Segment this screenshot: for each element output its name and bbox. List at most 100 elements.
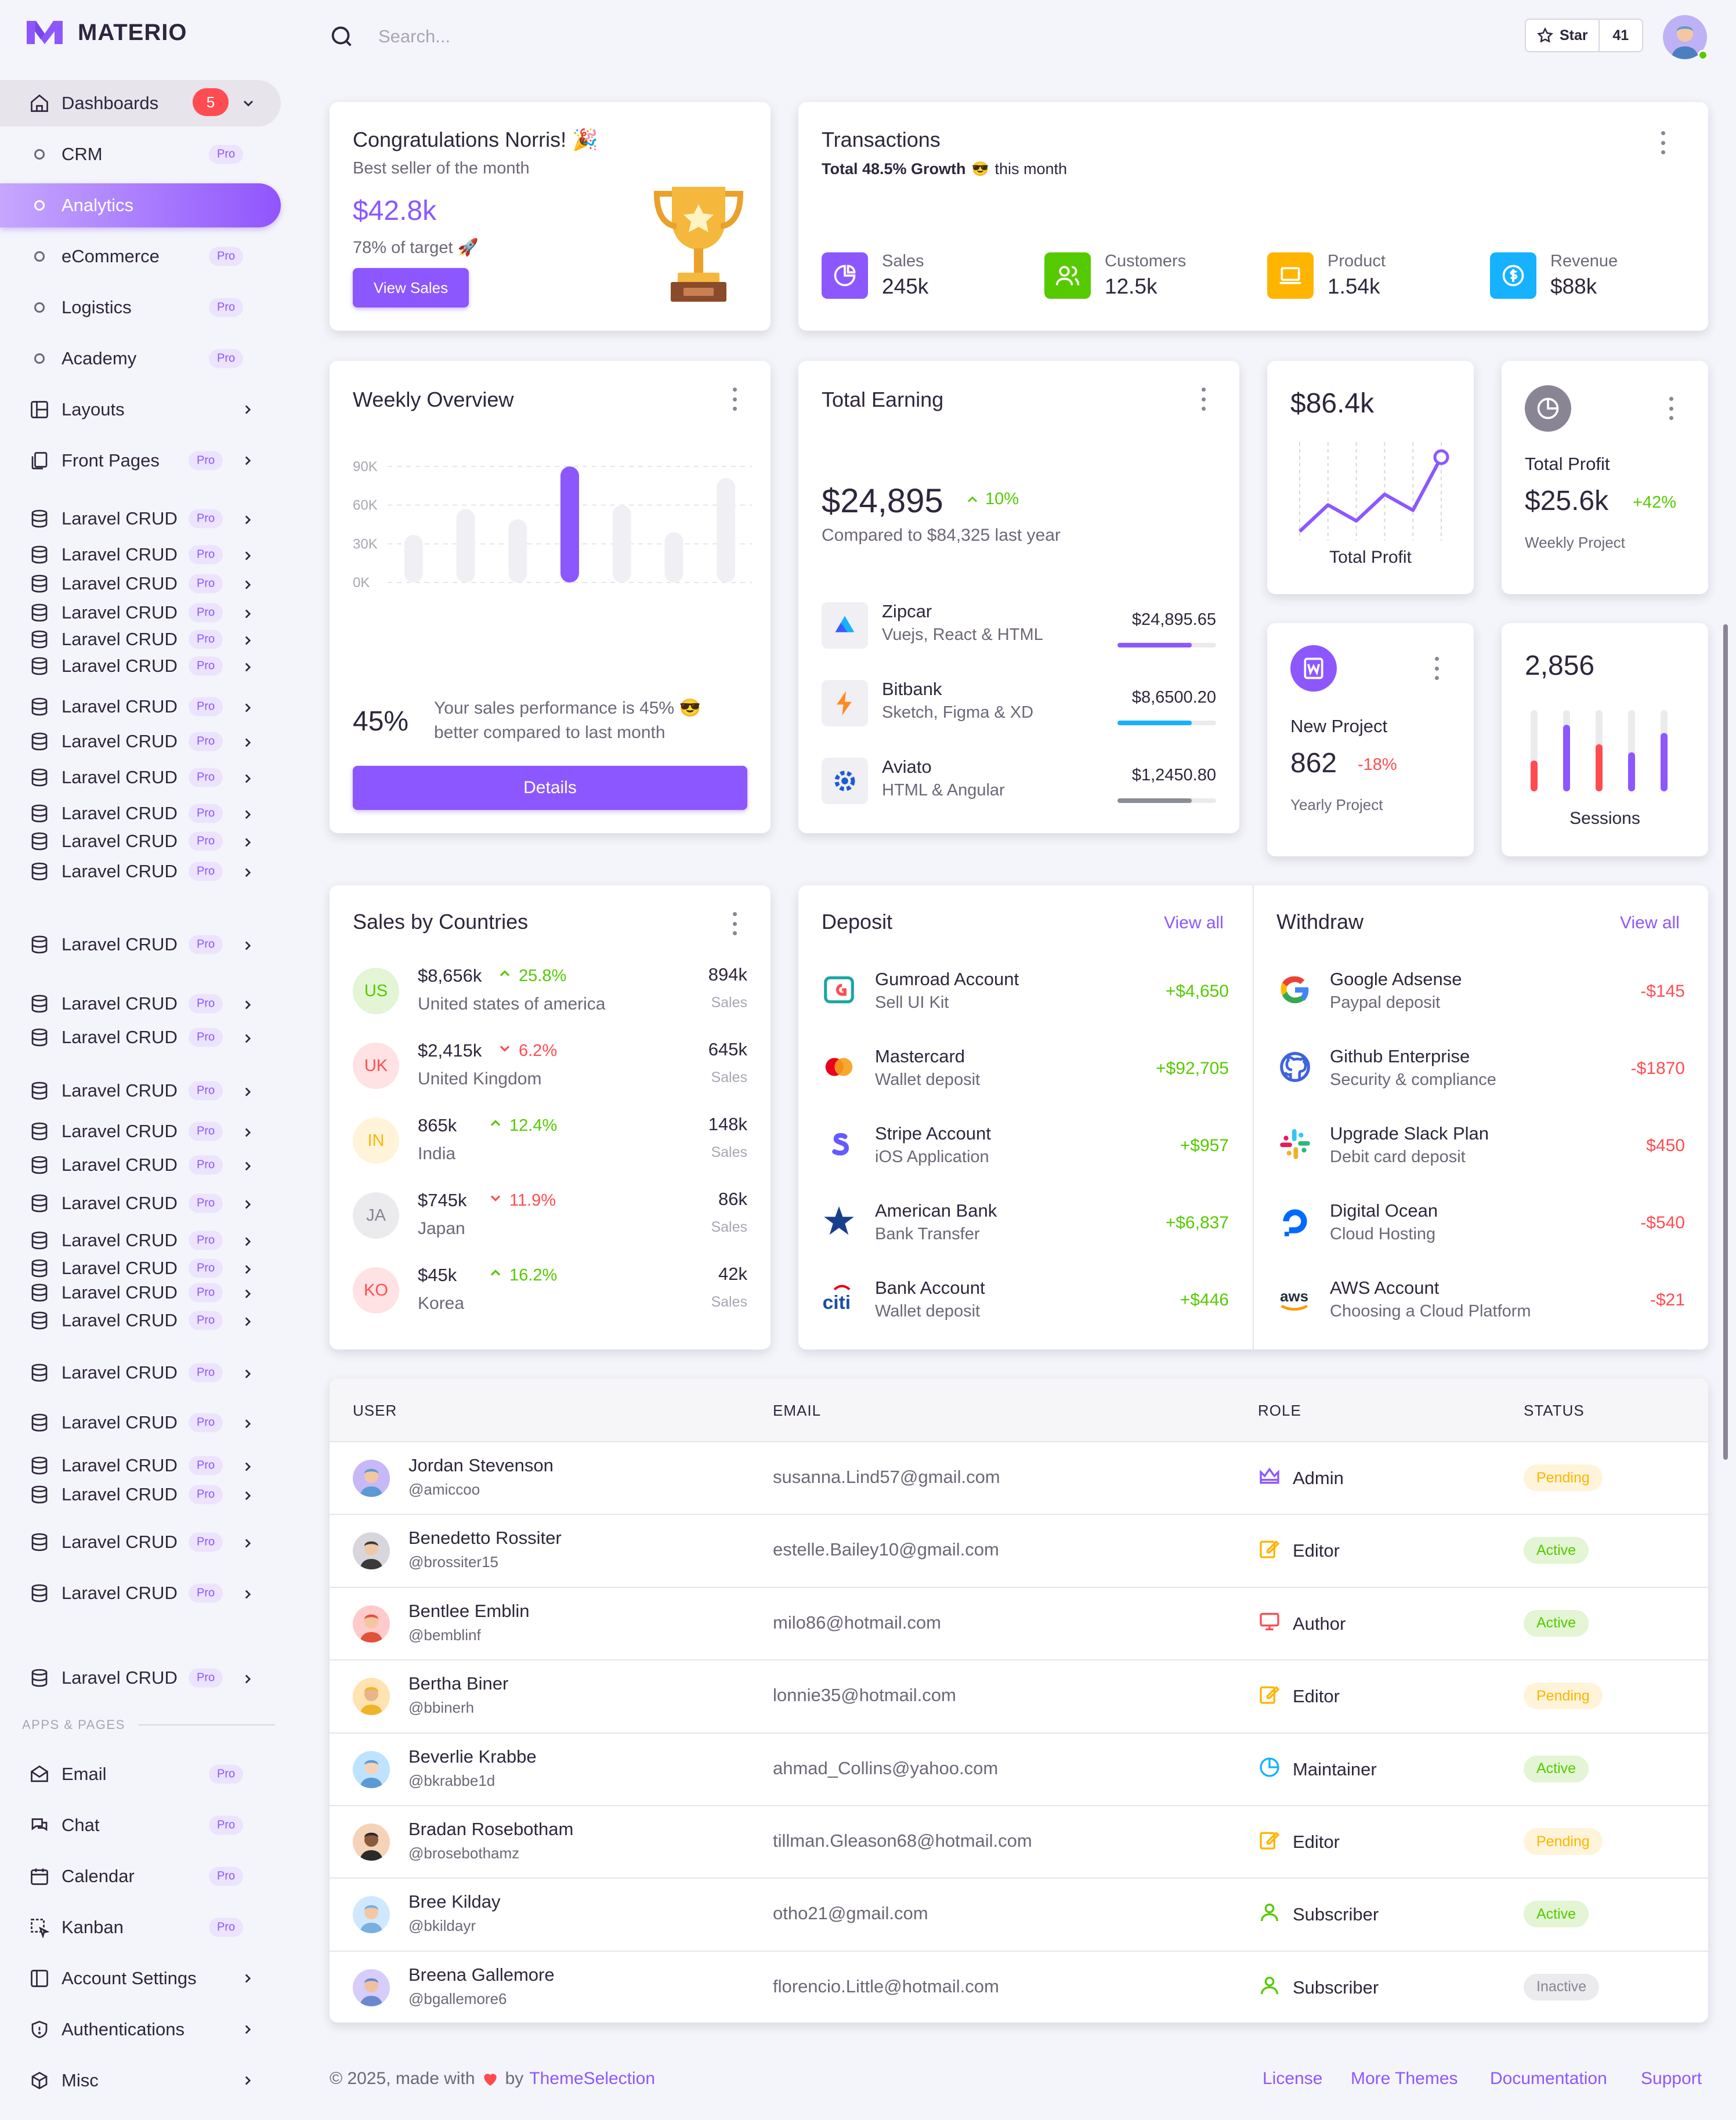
country-amount: $2,415k xyxy=(418,1040,482,1061)
sidebar-item-laravel-crud[interactable]: Laravel CRUD Pro xyxy=(0,1477,281,1512)
more-vertical-icon[interactable] xyxy=(731,912,738,935)
pro-badge: Pro xyxy=(209,1918,244,1937)
sidebar-item-account-settings[interactable]: Account Settings xyxy=(0,1955,281,2002)
earning-item-name: Bitbank xyxy=(882,679,942,699)
sidebar-item-kanban[interactable]: Kanban Pro xyxy=(0,1904,281,1951)
progress-track xyxy=(1117,643,1216,647)
sidebar-item-email[interactable]: Email Pro xyxy=(0,1751,281,1797)
sidebar-item-laravel-crud[interactable]: Laravel CRUD Pro xyxy=(0,1068,281,1114)
laptop-icon xyxy=(1267,252,1314,299)
sidebar-item-laravel-crud[interactable]: Laravel CRUD Pro xyxy=(0,1014,281,1061)
sidebar-item-laravel-crud[interactable]: Laravel CRUD Pro xyxy=(0,1108,281,1155)
chevron-down-icon[interactable] xyxy=(240,95,256,111)
sidebar-item-logistics[interactable]: Logistics Pro xyxy=(0,284,281,331)
sidebar-item-laravel-crud[interactable]: Laravel CRUD Pro xyxy=(0,1350,281,1396)
sidebar-item-laravel-crud[interactable]: Laravel CRUD Pro xyxy=(0,629,281,650)
footer-link-license[interactable]: License xyxy=(1263,2069,1323,2088)
scrollbar-thumb[interactable] xyxy=(1723,624,1728,1460)
sidebar-item-laravel-crud[interactable]: Laravel CRUD Pro xyxy=(0,1655,281,1701)
user-avatar[interactable] xyxy=(1663,15,1707,59)
more-vertical-icon[interactable] xyxy=(1659,131,1666,154)
congrats-subtitle: Best seller of the month xyxy=(353,159,530,178)
sidebar-item-laravel-crud[interactable]: Laravel CRUD Pro xyxy=(0,1442,281,1489)
withdraw-view-all-link[interactable]: View all xyxy=(1620,913,1680,932)
app-logo[interactable]: MATERIO xyxy=(26,19,187,46)
footer-link-documentation[interactable]: Documentation xyxy=(1490,2069,1607,2088)
sidebar-item-laravel-crud[interactable]: Laravel CRUD Pro xyxy=(0,566,281,601)
sidebar-item-laravel-crud[interactable]: Laravel CRUD Pro xyxy=(0,537,281,572)
footer-link-support[interactable]: Support xyxy=(1641,2069,1702,2088)
sidebar-item-misc[interactable]: Misc xyxy=(0,2057,281,2104)
sidebar-item-laravel-crud[interactable]: Laravel CRUD Pro xyxy=(0,754,281,801)
sidebar-item-row: Laravel CRUD Pro xyxy=(0,495,281,542)
footer-link-more-themes[interactable]: More Themes xyxy=(1351,2069,1458,2088)
sidebar-item-ecommerce[interactable]: eCommerce Pro xyxy=(0,233,281,280)
table-row[interactable]: Bentlee Emblin @bemblinf milo86@hotmail.co… xyxy=(330,1586,1708,1659)
sidebar-item-laravel-crud[interactable]: Laravel CRUD Pro xyxy=(0,656,281,676)
sidebar-item-calendar[interactable]: Calendar Pro xyxy=(0,1853,281,1900)
edit-icon xyxy=(1258,1828,1281,1856)
more-vertical-icon[interactable] xyxy=(1200,388,1207,411)
sidebar-item-laravel-crud[interactable]: Laravel CRUD Pro xyxy=(0,595,281,630)
search-bar[interactable]: Search... xyxy=(328,23,450,50)
sidebar-item-label: Laravel CRUD xyxy=(62,1484,178,1504)
sidebar-item-laravel-crud[interactable]: Laravel CRUD Pro xyxy=(0,495,281,542)
more-vertical-icon[interactable] xyxy=(1668,397,1674,420)
bar xyxy=(508,519,527,583)
sidebar-item-laravel-crud[interactable]: Laravel CRUD Pro xyxy=(0,1570,281,1616)
sidebar-item-laravel-crud[interactable]: Laravel CRUD Pro xyxy=(0,921,281,968)
star-count: 41 xyxy=(1612,27,1629,44)
brand-link[interactable]: ThemeSelection xyxy=(529,2069,656,2088)
deposit-view-all-link[interactable]: View all xyxy=(1164,913,1224,932)
more-vertical-icon[interactable] xyxy=(1433,657,1440,680)
sidebar-item-laravel-crud[interactable]: Laravel CRUD Pro xyxy=(0,861,281,882)
search-placeholder[interactable]: Search... xyxy=(378,26,451,46)
table-row[interactable]: Jordan Stevenson @amiccoo susanna.Lind57@g… xyxy=(330,1441,1708,1514)
pro-badge: Pro xyxy=(189,1583,223,1603)
earning-amount: $24,895 xyxy=(822,482,943,520)
chevron-right-icon xyxy=(240,511,255,526)
sidebar-item-academy[interactable]: Academy Pro xyxy=(0,335,281,382)
sidebar-item-layouts[interactable]: Layouts xyxy=(0,386,281,433)
aviato-icon xyxy=(822,758,868,804)
sidebar-item-laravel-crud[interactable]: Laravel CRUD Pro xyxy=(0,1282,281,1303)
chevron-right-icon xyxy=(240,1261,255,1276)
column-header-role: ROLE xyxy=(1258,1402,1301,1419)
table-row[interactable]: Bree Kilday @bkildayr otho21@gmail.com Subs… xyxy=(330,1877,1708,1950)
search-icon[interactable] xyxy=(328,23,355,50)
profit-line-value: $86.4k xyxy=(1290,388,1375,419)
deposit-title: Deposit xyxy=(822,910,893,934)
sidebar-item-laravel-crud[interactable]: Laravel CRUD Pro xyxy=(0,981,281,1027)
sidebar-item-authentications[interactable]: Authentications xyxy=(0,2006,281,2053)
sidebar-item-laravel-crud[interactable]: Laravel CRUD Pro xyxy=(0,824,281,859)
sidebar-item-laravel-crud[interactable]: Laravel CRUD Pro xyxy=(0,1217,281,1264)
sidebar-item-laravel-crud[interactable]: Laravel CRUD Pro xyxy=(0,1399,281,1446)
bar xyxy=(404,534,423,583)
more-vertical-icon[interactable] xyxy=(731,388,738,411)
view-sales-button[interactable]: View Sales xyxy=(353,268,469,307)
sidebar-item-label: Laravel CRUD xyxy=(62,1455,178,1475)
sidebar-item-laravel-crud[interactable]: Laravel CRUD Pro xyxy=(0,790,281,837)
sidebar-item-laravel-crud[interactable]: Laravel CRUD Pro xyxy=(0,1142,281,1188)
chevron-right-icon xyxy=(240,1285,255,1300)
table-row[interactable]: Beverlie Krabbe @bkrabbe1d ahmad_Collins@y… xyxy=(330,1732,1708,1805)
sidebar-item-laravel-crud[interactable]: Laravel CRUD Pro xyxy=(0,1519,281,1565)
sidebar-item-dashboards[interactable]: Dashboards xyxy=(0,80,281,126)
details-button[interactable]: Details xyxy=(353,766,747,810)
sidebar-item-chat[interactable]: Chat Pro xyxy=(0,1802,281,1848)
sidebar-item-laravel-crud[interactable]: Laravel CRUD Pro xyxy=(0,683,281,730)
sidebar-item-front-pages[interactable]: Front Pages Pro xyxy=(0,437,281,484)
sidebar-item-laravel-crud[interactable]: Laravel CRUD Pro xyxy=(0,1180,281,1227)
github-star-button[interactable]: Star 41 xyxy=(1525,19,1643,52)
sidebar-item-laravel-crud[interactable]: Laravel CRUD Pro xyxy=(0,718,281,765)
table-row[interactable]: Breena Gallemore @bgallemore6 florencio.Li… xyxy=(330,1950,1708,2023)
table-row[interactable]: Benedetto Rossiter @brossiter15 estelle.Ba… xyxy=(330,1514,1708,1586)
pro-badge: Pro xyxy=(189,768,223,787)
table-row[interactable]: Bradan Rosebotham @brosebothamz tillman.Gl… xyxy=(330,1805,1708,1877)
table-row[interactable]: Bertha Biner @bbinerh lonnie35@hotmail.com… xyxy=(330,1659,1708,1732)
sidebar-item-analytics[interactable]: Analytics xyxy=(0,182,281,229)
sidebar-item-laravel-crud[interactable]: Laravel CRUD Pro xyxy=(0,1251,281,1286)
sidebar-item-laravel-crud[interactable]: Laravel CRUD Pro xyxy=(0,1297,281,1344)
sidebar-item-crm[interactable]: CRM Pro xyxy=(0,131,281,178)
country-sales-label: Sales xyxy=(711,1069,747,1086)
